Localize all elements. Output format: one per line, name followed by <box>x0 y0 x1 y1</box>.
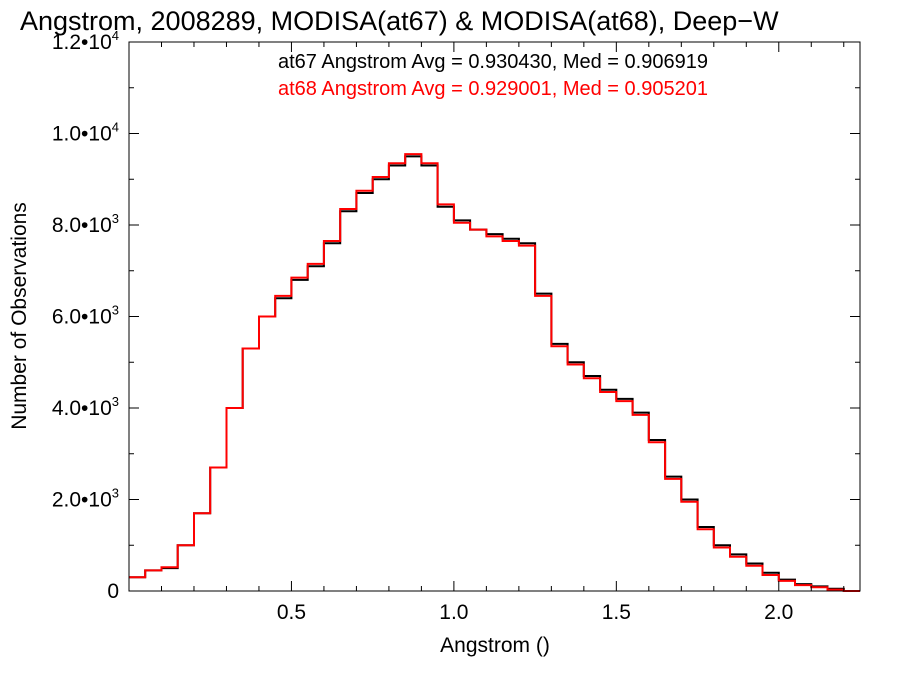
y-tick-mantissa: 2.0•10 <box>52 489 112 512</box>
y-tick-mantissa: 0 <box>107 580 119 603</box>
y-tick-mantissa: 8.0•10 <box>52 214 112 237</box>
y-tick-exponent: 3 <box>112 394 119 409</box>
y-tick-exponent: 4 <box>112 28 119 43</box>
y-tick-exponent: 3 <box>112 486 119 501</box>
series-layer <box>129 153 860 592</box>
y-tick-exponent: 3 <box>112 211 119 226</box>
y-tick-label: 4.0•103 <box>52 394 119 420</box>
chart-title: Angstrom, 2008289, MODISA(at67) & MODISA… <box>20 6 779 36</box>
y-axis: 02.0•1034.0•1036.0•1038.0•1031.0•1041.2•… <box>52 28 860 603</box>
y-tick-label: 0 <box>107 580 119 603</box>
y-tick-exponent: 4 <box>112 120 119 135</box>
x-axis-label: Angstrom () <box>440 634 550 657</box>
x-tick-label: 0.5 <box>277 601 306 624</box>
x-axis: 0.5 1.0 1.5 2.0 <box>160 42 845 624</box>
series-at68-line <box>129 153 860 592</box>
y-tick-mantissa: 1.2•10 <box>52 31 112 54</box>
y-tick-mantissa: 6.0•10 <box>52 306 112 329</box>
legend-at67: at67 Angstrom Avg = 0.930430, Med = 0.90… <box>278 51 708 73</box>
x-tick-label: 2.0 <box>764 601 793 624</box>
x-tick-label: 1.5 <box>602 601 631 624</box>
y-tick-exponent: 3 <box>112 303 119 318</box>
y-tick-label: 2.0•103 <box>52 486 119 512</box>
y-tick-mantissa: 1.0•10 <box>52 123 112 146</box>
y-tick-label: 1.2•104 <box>52 28 119 54</box>
y-tick-label: 1.0•104 <box>52 120 119 146</box>
y-axis-label: Number of Observations <box>8 202 31 430</box>
y-tick-label: 8.0•103 <box>52 211 119 237</box>
y-tick-label: 6.0•103 <box>52 303 119 329</box>
x-tick-label: 1.0 <box>439 601 468 624</box>
y-tick-mantissa: 4.0•10 <box>52 397 112 420</box>
legend-at68: at68 Angstrom Avg = 0.929001, Med = 0.90… <box>278 78 708 100</box>
